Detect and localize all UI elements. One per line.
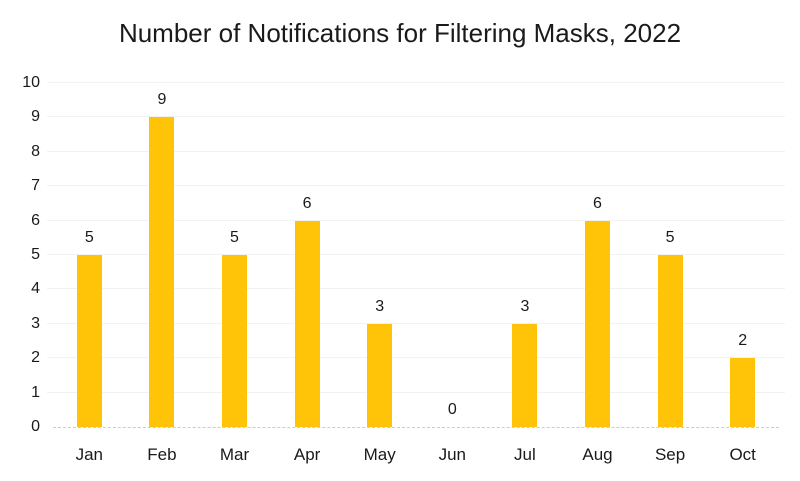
bar-jan [76, 255, 102, 427]
bar-apr [294, 220, 320, 427]
x-axis-label-sep: Sep [654, 445, 686, 464]
x-axis-label-feb: Feb [147, 445, 177, 464]
bar-aug [584, 220, 610, 427]
bar-jul [512, 323, 538, 427]
plot-area: 5 Jan 9 Feb 5 Mar 6 Apr 3 May 0 Jun 3 Jul 6 Aug 5 Sep 2 Oct [47, 82, 785, 465]
y-axis-tick-label: 8 [31, 142, 40, 160]
gridline-y1 [47, 391, 785, 393]
category-slot-jan: 5 Jan [53, 83, 126, 465]
y-axis-tick-label: 5 [31, 246, 40, 263]
data-label-jun: 0 [447, 401, 457, 418]
y-axis-tick-label: 7 [31, 177, 40, 195]
category-slot-may: 3 May [343, 83, 416, 464]
y-axis-tick-label: 0 [31, 418, 40, 435]
bar-mar [221, 255, 247, 427]
gridline-y2 [47, 357, 785, 359]
x-axis-label-jun: Jun [438, 445, 466, 464]
gridline-y6 [47, 219, 785, 221]
gridline-y3 [47, 322, 785, 324]
x-axis-label-jan: Jan [75, 445, 103, 464]
data-label-oct: 2 [738, 332, 748, 350]
data-label-apr: 6 [302, 194, 312, 212]
y-axis-tick-label: 4 [31, 280, 40, 298]
x-axis-label-apr: Apr [293, 445, 321, 464]
x-axis-label-may: May [363, 445, 396, 464]
chart-title: Number of Notifications for Filtering Ma… [118, 18, 682, 48]
gridline-y7 [47, 185, 785, 187]
category-slot-aug: 6 Aug [561, 83, 634, 464]
category-slot-jun: 0 Jun [416, 83, 489, 465]
category-slot-mar: 5 Mar [198, 83, 271, 465]
category-slot-jul: 3 Jul [489, 83, 562, 464]
gridline-y8 [47, 150, 785, 152]
y-axis-tick-label: 10 [22, 74, 40, 91]
y-axis-tick-label: 3 [31, 314, 40, 332]
category-slot-sep: 5 Sep [634, 83, 707, 465]
x-axis-label-jul: Jul [514, 445, 536, 464]
data-label-sep: 5 [665, 229, 675, 246]
category-slot-feb: 9 Feb [126, 83, 199, 464]
y-axis-tick-label: 1 [31, 383, 40, 401]
gridline-y4 [47, 288, 785, 290]
x-axis-label-aug: Aug [582, 445, 613, 464]
x-axis-label-mar: Mar [219, 445, 250, 464]
data-label-feb: 9 [157, 91, 167, 109]
category-slot-oct: 2 Oct [706, 83, 779, 464]
data-label-mar: 5 [230, 229, 239, 246]
x-axis-label-oct: Oct [729, 445, 756, 464]
data-label-may: 3 [375, 297, 385, 315]
bar-oct [730, 358, 756, 427]
y-axis-tick-label: 2 [31, 349, 40, 367]
y-axis-tick-label: 9 [31, 108, 40, 126]
data-label-aug: 6 [593, 194, 602, 212]
bar-may [367, 323, 393, 427]
category-slot-apr: 6 Apr [271, 83, 344, 464]
gridline-y10 [47, 82, 785, 83]
y-axis-tick-label: 6 [31, 211, 40, 229]
data-label-jan: 5 [84, 229, 94, 246]
bar-sep [657, 255, 683, 427]
gridline-y9 [47, 116, 785, 118]
gridline-y5 [47, 254, 785, 255]
data-label-jul: 3 [520, 297, 530, 315]
bar-feb [149, 117, 175, 427]
